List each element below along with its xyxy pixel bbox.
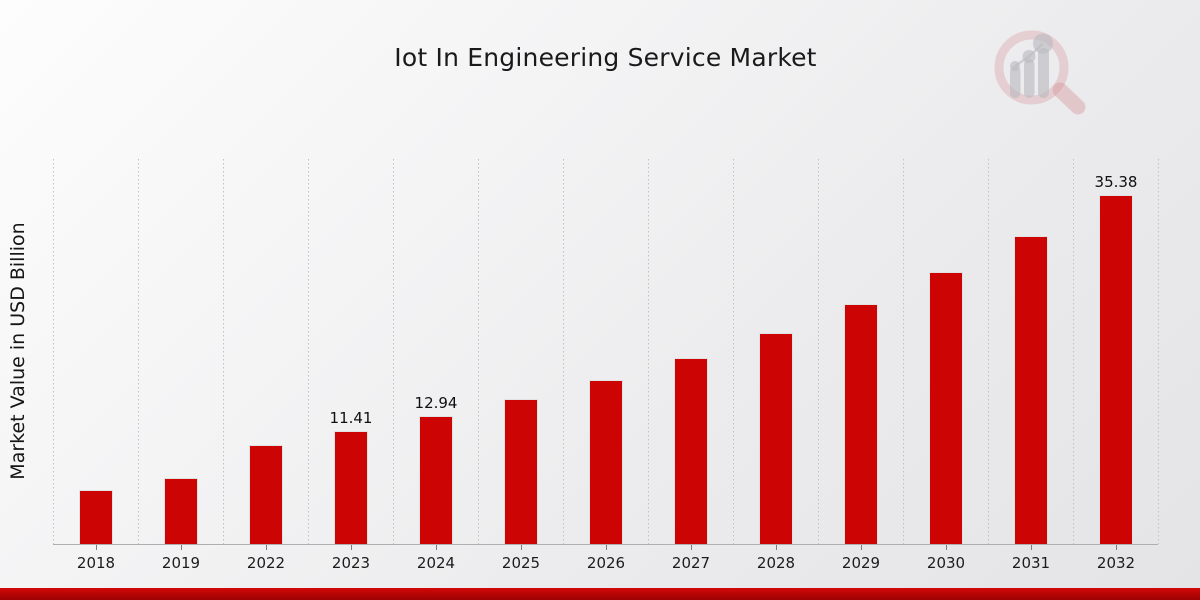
bar-2025 [504, 399, 538, 544]
x-tick [521, 545, 522, 550]
bar-2024 [419, 416, 453, 544]
x-tick-label: 2024 [416, 554, 456, 572]
x-tick-label: 2029 [841, 554, 881, 572]
x-tick [606, 545, 607, 550]
x-tick-label: 2030 [926, 554, 966, 572]
gridline [733, 159, 734, 544]
x-tick-label: 2025 [501, 554, 541, 572]
bar-2026 [589, 380, 623, 544]
bar-2029 [844, 304, 878, 544]
x-tick [1031, 545, 1032, 550]
gridline [1158, 159, 1159, 544]
gridline [308, 159, 309, 544]
bar-value-label: 35.38 [1094, 173, 1138, 191]
x-tick [351, 545, 352, 550]
bar-2023 [334, 431, 368, 544]
gridline [648, 159, 649, 544]
bar-2018 [79, 490, 113, 544]
x-tick-label: 2028 [756, 554, 796, 572]
bar-2031 [1014, 236, 1048, 544]
x-tick-label: 2031 [1011, 554, 1051, 572]
bar-value-label: 12.94 [414, 394, 458, 412]
x-tick [181, 545, 182, 550]
gridline [988, 159, 989, 544]
x-tick [861, 545, 862, 550]
gridline [903, 159, 904, 544]
x-tick-label: 2019 [161, 554, 201, 572]
bar-2028 [759, 333, 793, 544]
x-tick [266, 545, 267, 550]
bar-value-label: 11.41 [329, 409, 373, 427]
y-axis-label: Market Value in USD Billion [7, 222, 29, 480]
gridline [393, 159, 394, 544]
x-tick [1116, 545, 1117, 550]
footer-accent-bar [0, 588, 1200, 600]
x-axis-line [53, 544, 1158, 545]
gridline [1073, 159, 1074, 544]
x-tick [946, 545, 947, 550]
plot-area: 2018 2019 2022 2023 11.41 2024 12.94 2025 2026 20… [53, 159, 1159, 572]
x-tick [776, 545, 777, 550]
chart-title: Iot In Engineering Service Market [394, 43, 817, 72]
bar-2030 [929, 272, 963, 544]
bar-2032 [1099, 195, 1133, 544]
bar-2027 [674, 358, 708, 544]
bar-2019 [164, 478, 198, 544]
gridline [53, 159, 54, 544]
gridline [563, 159, 564, 544]
x-tick-label: 2026 [586, 554, 626, 572]
gridline [223, 159, 224, 544]
x-tick [436, 545, 437, 550]
x-tick [96, 545, 97, 550]
x-tick-label: 2022 [246, 554, 286, 572]
bar-2022 [249, 445, 283, 544]
x-tick-label: 2018 [76, 554, 116, 572]
gridline [818, 159, 819, 544]
x-tick-label: 2027 [671, 554, 711, 572]
magnifier-bar-chart-logo-icon [994, 30, 1086, 115]
gridline [478, 159, 479, 544]
x-tick-label: 2032 [1096, 554, 1136, 572]
x-tick [691, 545, 692, 550]
x-tick-label: 2023 [331, 554, 371, 572]
gridline [138, 159, 139, 544]
